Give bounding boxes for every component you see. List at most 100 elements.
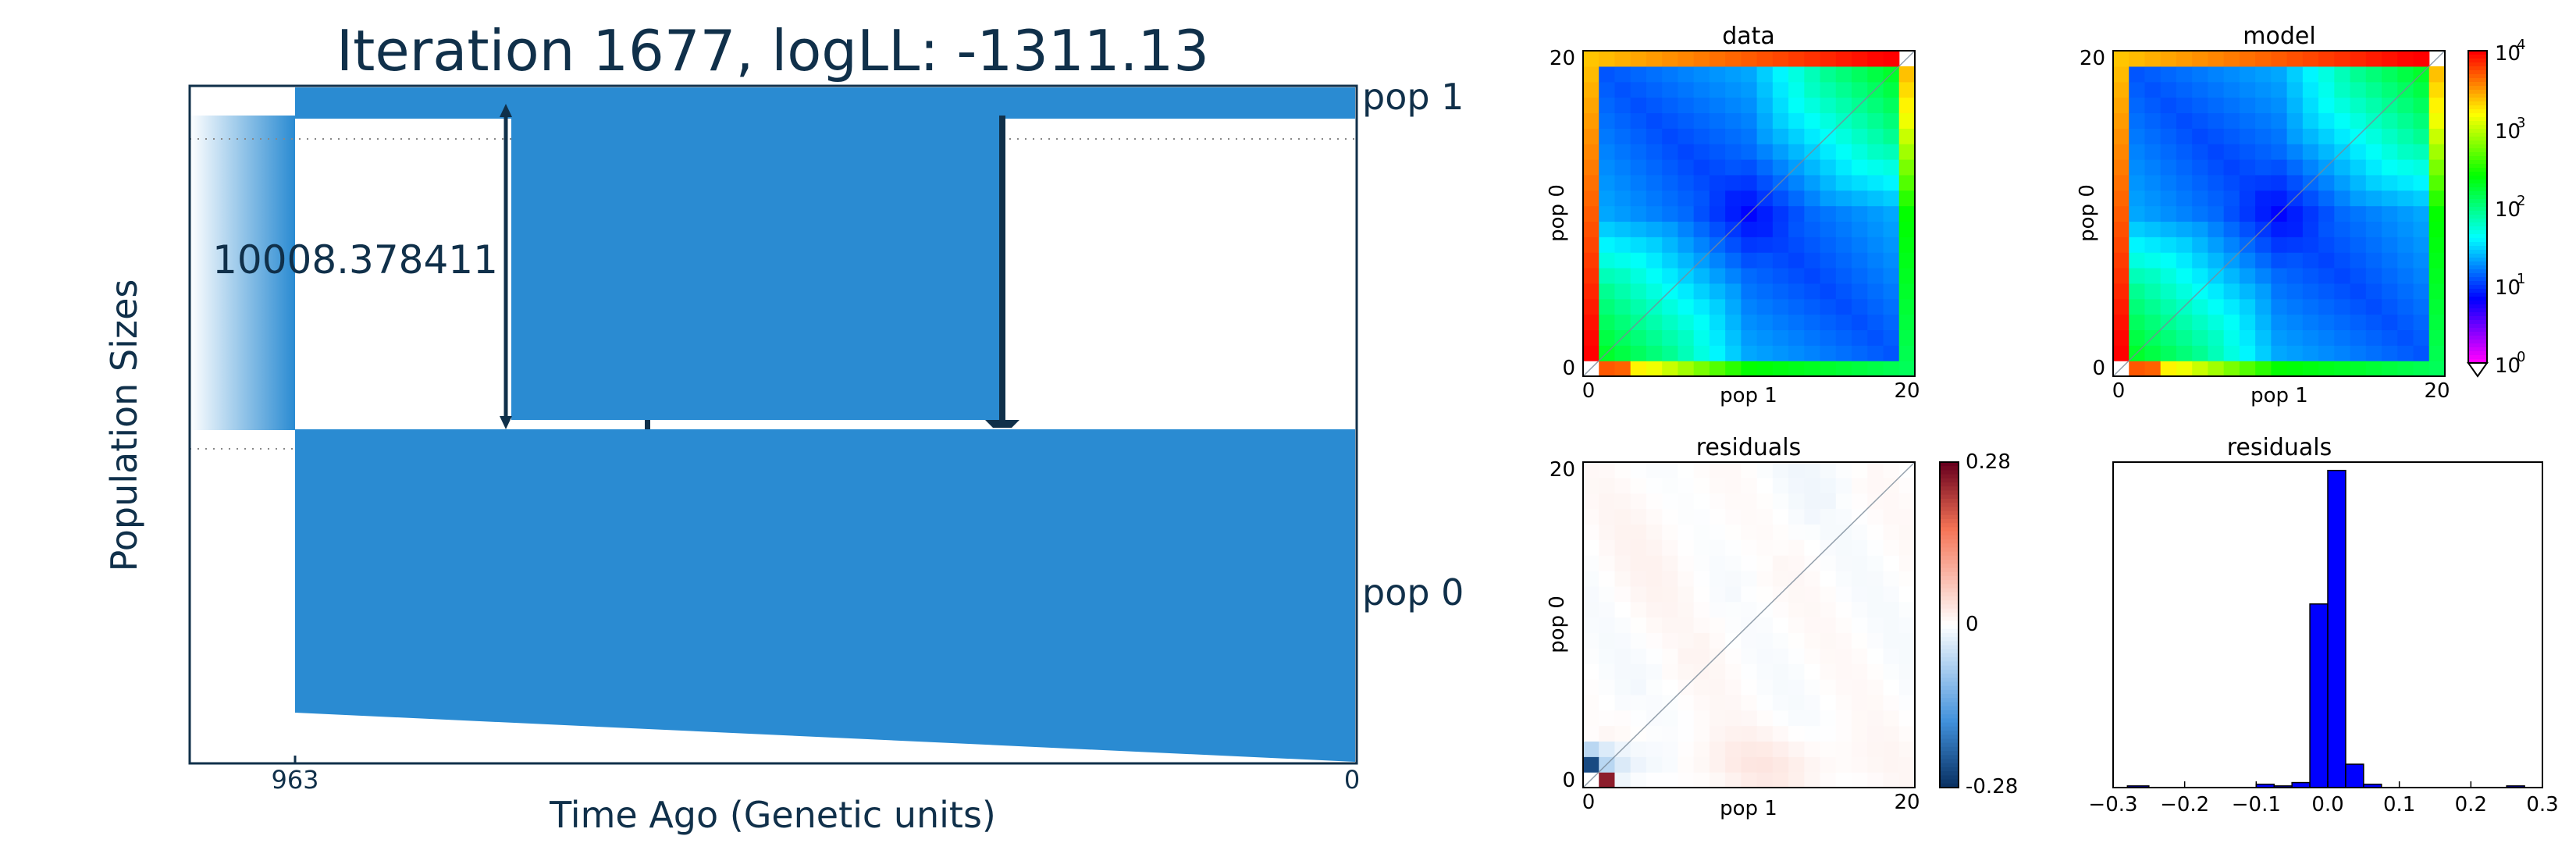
diverging-colorbar-segment	[1940, 669, 1959, 674]
heatmap-data-cell	[1835, 205, 1852, 222]
heatmap-residuals-cell	[1709, 493, 1726, 510]
heatmap-residuals-cell	[1867, 741, 1884, 757]
heatmap-data-cell	[1725, 237, 1742, 253]
heatmap-model-cell	[2302, 361, 2319, 377]
heatmap-data-cell	[1614, 97, 1631, 114]
heatmap-data-cell	[1646, 128, 1663, 144]
heatmap-model-cell	[2413, 345, 2430, 361]
heatmap-model-cell	[2334, 221, 2351, 237]
heatmap-residuals-cell	[1662, 725, 1679, 742]
heatmap-residuals-cell	[1599, 524, 1616, 540]
heatmap-model-cell	[2334, 237, 2351, 253]
heatmap-data-cell	[1725, 66, 1742, 83]
heatmap-data-cell	[1756, 361, 1774, 377]
heatmap-data-cell	[1709, 252, 1726, 269]
heatmap-model-cell	[2350, 221, 2367, 237]
heatmap-data-cell	[1630, 345, 1647, 361]
heatmap-residuals-cell	[1599, 741, 1616, 757]
heatmap-model-cell	[2144, 268, 2161, 284]
heatmap-model-cell	[2160, 345, 2177, 361]
heatmap-residuals-cell	[1772, 741, 1789, 757]
log-colorbar-segment	[2468, 51, 2487, 55]
heatmap-residuals-cell	[1693, 571, 1710, 587]
heatmap-model-cell	[2397, 51, 2414, 67]
heatmap-residuals-cell	[1599, 571, 1616, 587]
heatmap-residuals-cell	[1678, 524, 1695, 540]
heatmap-residuals-cell	[1756, 725, 1774, 742]
heatmap-residuals-cell	[1599, 555, 1616, 571]
diverging-colorbar-segment	[1940, 466, 1959, 471]
heatmap-model-cell	[2286, 329, 2304, 346]
heatmap-data-cell	[1835, 159, 1852, 176]
heatmap-data-cell	[1867, 221, 1884, 237]
heatmap-data-cell	[1898, 174, 1916, 191]
heatmap-data-cell	[1883, 205, 1900, 222]
log-colorbar-segment	[2468, 312, 2487, 317]
heatmap-data-cell	[1646, 159, 1663, 176]
heatmap-data-cell	[1646, 174, 1663, 191]
heatmap-model-cell	[2223, 174, 2240, 191]
heatmap-model-cell	[2192, 190, 2209, 207]
heatmap-model-cell	[2397, 268, 2414, 284]
heatmap-model-cell	[2365, 361, 2382, 377]
heatmap-model-cell	[2428, 97, 2446, 114]
heatmap-residuals-cell	[1835, 601, 1852, 618]
heatmap-residuals-cell	[1804, 477, 1821, 494]
heatmap-data-cell	[1820, 174, 1837, 191]
heatmap-model-cell	[2365, 66, 2382, 83]
heatmap-data-cell	[1614, 298, 1631, 315]
heatmap-data-cell	[1693, 345, 1710, 361]
heatmap-residuals-cell	[1772, 694, 1789, 711]
heatmap-residuals-cell	[1662, 648, 1679, 664]
heatmap-model-cell	[2129, 361, 2146, 377]
heatmap-model-cell	[2334, 81, 2351, 98]
heatmap-residuals-cell	[1662, 756, 1679, 773]
heatmap-data-cell	[1898, 237, 1916, 253]
heatmap-model-cell	[2129, 190, 2146, 207]
heatmap-residuals-cell	[1646, 679, 1663, 695]
diverging-colorbar-segment	[1940, 564, 1959, 569]
heatmap-data-cell	[1852, 314, 1868, 331]
heatmap-model-cell	[2129, 66, 2146, 83]
heatmap-model-cell	[2208, 205, 2225, 222]
diverging-colorbar-segment	[1940, 657, 1959, 663]
heatmap-model-cell	[2286, 221, 2304, 237]
heatmap-model-cell	[2286, 268, 2304, 284]
heatmap-data-cell	[1599, 51, 1616, 67]
heatmap-data-cell	[1741, 97, 1758, 114]
heatmap-data-cell	[1835, 221, 1852, 237]
heatmap-residuals-cell	[1662, 524, 1679, 540]
heatmap-model-cell	[2239, 159, 2256, 176]
heatmap-data-cell	[1725, 190, 1742, 207]
heatmap-residuals-cell	[1883, 679, 1900, 695]
log-colorbar-segment	[2468, 316, 2487, 321]
heatmap-model-cell	[2113, 237, 2129, 253]
heatmap-model-cell	[2144, 51, 2161, 67]
heatmap-model-cell	[2365, 174, 2382, 191]
heatmap-model-cell	[2302, 345, 2319, 361]
heatmap-residuals-cell	[1678, 663, 1695, 680]
heatmap-model-cell	[2223, 190, 2240, 207]
heatmap-residuals-cell	[1898, 710, 1916, 727]
heatmap-residuals-cell	[1630, 493, 1647, 510]
heatmap-model-cell	[2160, 159, 2177, 176]
heatmap-data-cell	[1804, 190, 1821, 207]
heatmap-residuals-cell	[1678, 555, 1695, 571]
heatmap-data-cell	[1867, 159, 1884, 176]
heatmap-residuals-ytick-20: 20	[1550, 458, 1575, 482]
heatmap-model-cell	[2382, 345, 2398, 361]
heatmap-model-cell	[2255, 314, 2272, 331]
heatmap-residuals-cell	[1614, 585, 1631, 603]
log-colorbar-segment	[2468, 180, 2487, 184]
heatmap-data-cell	[1820, 298, 1837, 315]
heatmap-data-cell	[1804, 252, 1821, 269]
heatmap-data-cell	[1662, 159, 1679, 176]
heatmap-data-cell	[1804, 314, 1821, 331]
heatmap-model-cell	[2286, 298, 2304, 315]
heatmap-residuals-cell	[1741, 555, 1758, 571]
heatmap-residuals-cell	[1662, 617, 1679, 634]
heatmap-residuals-cell	[1883, 756, 1900, 773]
heatmap-data-cell	[1804, 97, 1821, 114]
diverging-colorbar-segment	[1940, 474, 1959, 479]
heatmap-data-cell	[1725, 345, 1742, 361]
